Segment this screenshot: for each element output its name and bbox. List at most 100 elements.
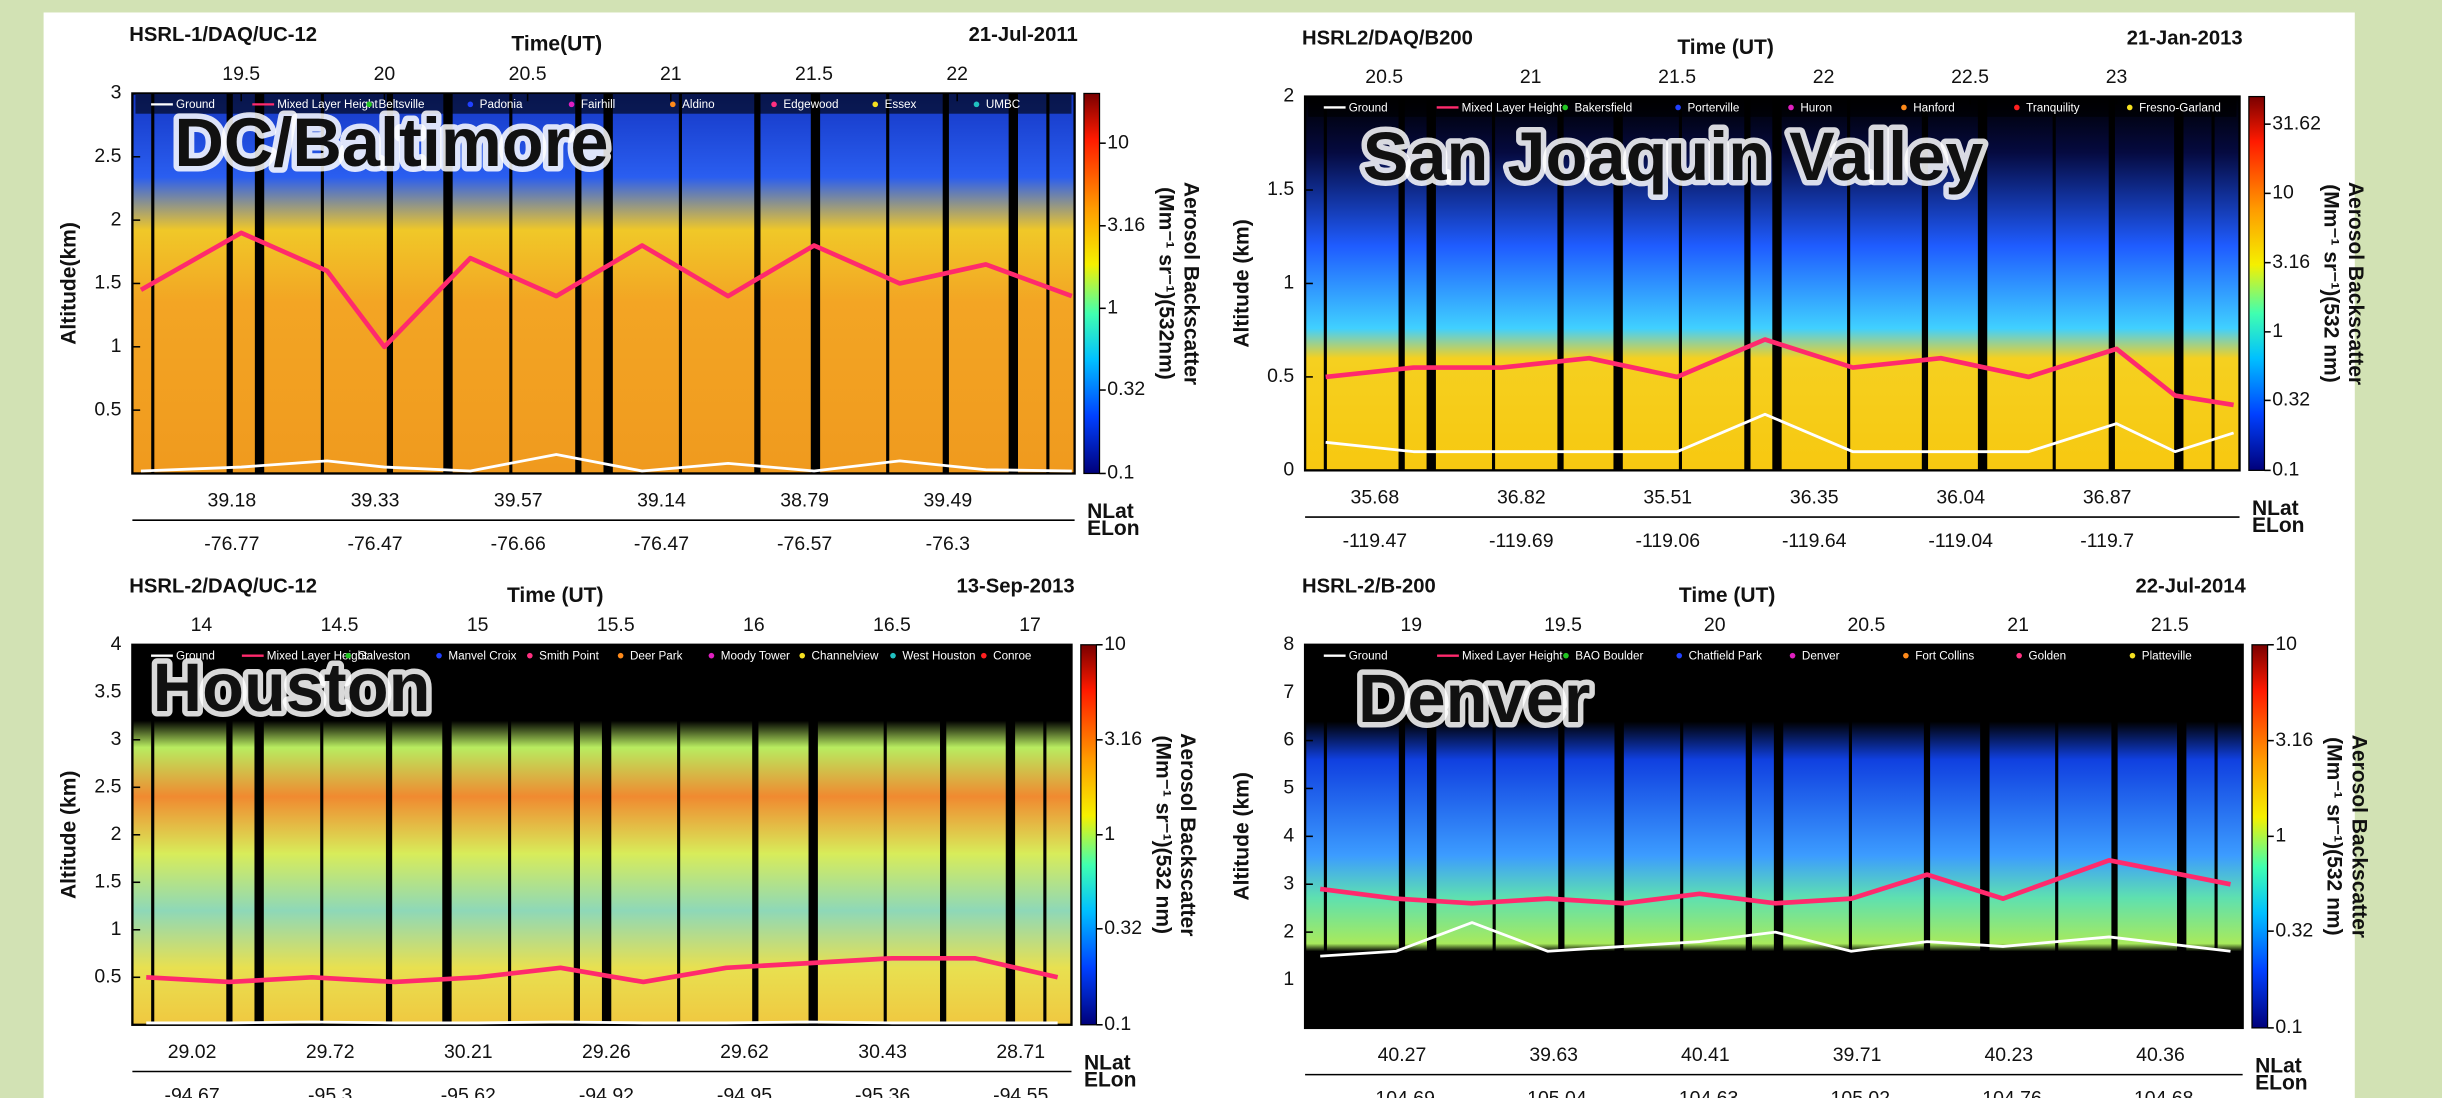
colorbar-tick-label: 0.1 [2275, 1016, 2302, 1038]
x-tick-label: 20.5 [509, 63, 547, 85]
y-tick-label: 2.5 [94, 145, 121, 167]
elon-label: -104.69 [1369, 1088, 1435, 1098]
y-tick-label: 1.5 [94, 272, 121, 294]
data-gap [254, 93, 265, 474]
x-tick-label: 21 [660, 63, 682, 85]
nlat-label: 39.71 [1833, 1044, 1882, 1066]
y-tick-label: 1 [1283, 968, 1294, 990]
data-gap [2108, 96, 2115, 471]
y-tick-label: 1.5 [94, 870, 121, 892]
data-gap [808, 644, 818, 1025]
legend-label: Moody Tower [721, 650, 790, 663]
ground-line [1320, 921, 2231, 958]
colorbar-title: Aerosol Backscatter [2344, 182, 2367, 385]
y-tick-label: 1 [111, 335, 122, 357]
colorbar-tick-label: 3.16 [1107, 214, 1145, 236]
ground-line [1325, 412, 2235, 454]
legend-swatch [973, 101, 980, 108]
nlat-label: 39.18 [208, 490, 257, 512]
x-tick-label: 19 [1400, 614, 1422, 636]
colorbar-title: (Mm⁻¹ sr⁻¹)(532nm) [1154, 187, 1177, 380]
data-gap [886, 93, 890, 474]
x-axis-title: Time(UT) [511, 33, 602, 56]
colorbar-tick-label: 1 [1107, 296, 1118, 318]
data-gap [2055, 644, 2059, 1028]
data-gap [1745, 644, 1752, 1028]
nlat-label: 36.87 [2083, 487, 2132, 509]
nlat-label: 40.36 [2136, 1044, 2185, 1066]
elon-label: -119.47 [1343, 530, 1408, 552]
data-gap [1005, 644, 1016, 1025]
legend-label: Huron [1800, 101, 1832, 114]
curtain-image [132, 644, 1072, 1025]
elon-label: -119.7 [2080, 530, 2134, 552]
x-tick-label: 21 [2007, 614, 2029, 636]
elon-label: -104.68 [2127, 1088, 2193, 1098]
legend-swatch [617, 652, 624, 659]
mixed-layer-line [139, 230, 1073, 350]
legend-label: Mixed Layer Height [277, 98, 378, 111]
colorbar-tick-label: 3.16 [1104, 728, 1142, 750]
colorbar-tick-label: 0.32 [2272, 389, 2310, 411]
x-tick-label: 16.5 [873, 614, 911, 636]
legend-label: Padonia [480, 98, 523, 111]
nlat-label: 29.72 [306, 1041, 355, 1063]
x-tick-label: 22 [946, 63, 968, 85]
colorbar [2248, 95, 2266, 471]
y-axis-title: Altitude (km) [1230, 219, 1253, 347]
y-tick-label: 3 [111, 728, 122, 750]
nlat-label: 40.23 [1984, 1044, 2033, 1066]
y-tick-label: 0.5 [94, 398, 121, 420]
colorbar-tick-label: 1 [2275, 824, 2286, 846]
data-gap [752, 644, 759, 1025]
data-gap [2211, 96, 2215, 471]
data-gap [1678, 96, 1682, 471]
data-gap [508, 644, 512, 1025]
region-title: Denver [1358, 660, 1590, 737]
data-gap [1398, 644, 1406, 1028]
legend-box [135, 646, 1069, 666]
legend-label: Deer Park [630, 650, 683, 663]
legend-swatch [981, 652, 987, 659]
x-axis-title: Time (UT) [507, 584, 604, 607]
colorbar-title: Aerosol Backscatter [2347, 735, 2370, 938]
nlat-label: 29.62 [720, 1041, 769, 1063]
x-tick-label: 14.5 [321, 614, 359, 636]
x-tick-label: 17 [1019, 614, 1041, 636]
legend-swatch [799, 652, 806, 659]
legend-label: Platteville [2142, 650, 2192, 663]
colorbar-tick-label: 0.32 [1107, 378, 1145, 400]
colorbar-tick-label: 1 [2272, 320, 2283, 342]
colorbar-tick-label: 1 [1104, 823, 1115, 845]
legend-label: Ground [1349, 101, 1388, 114]
elon-label: -76.77 [204, 533, 259, 555]
elon-label: -76.3 [926, 533, 970, 555]
lon-axis-title: ELon [2252, 514, 2305, 537]
nlat-label: 39.14 [637, 490, 686, 512]
legend-label: Denver [1802, 650, 1840, 663]
legend-label: Fresno-Garland [2139, 101, 2221, 114]
data-gap [1426, 96, 1436, 471]
data-gap [442, 644, 452, 1025]
data-gap [151, 644, 155, 1025]
data-gap [2052, 96, 2056, 471]
colorbar-tick-label: 0.1 [1107, 462, 1134, 484]
nlat-label: 35.68 [1351, 487, 1400, 509]
nlat-label: 30.43 [858, 1041, 907, 1063]
nlat-label: 29.02 [168, 1041, 217, 1063]
legend-label: UMBC [986, 98, 1020, 111]
data-gap [1977, 96, 1988, 471]
legend-label: Mixed Layer Height [1462, 650, 1563, 663]
legend-label: Channelview [812, 650, 879, 663]
legend-label: Golden [2029, 650, 2067, 663]
elon-label: -76.47 [634, 533, 689, 555]
legend-label: Ground [1349, 650, 1388, 663]
colorbar-title: (Mm⁻¹ sr⁻¹)(532 nm) [2322, 737, 2345, 936]
instrument: HSRL-1/DAQ/UC-12 [129, 24, 317, 46]
data-gap [1043, 644, 1047, 1025]
legend-label: Fairhill [581, 98, 615, 111]
legend-swatch [345, 652, 352, 659]
legend-label: Bakersfield [1575, 101, 1633, 114]
elon-label: -94.92 [579, 1085, 634, 1098]
data-gap [1923, 644, 1931, 1028]
